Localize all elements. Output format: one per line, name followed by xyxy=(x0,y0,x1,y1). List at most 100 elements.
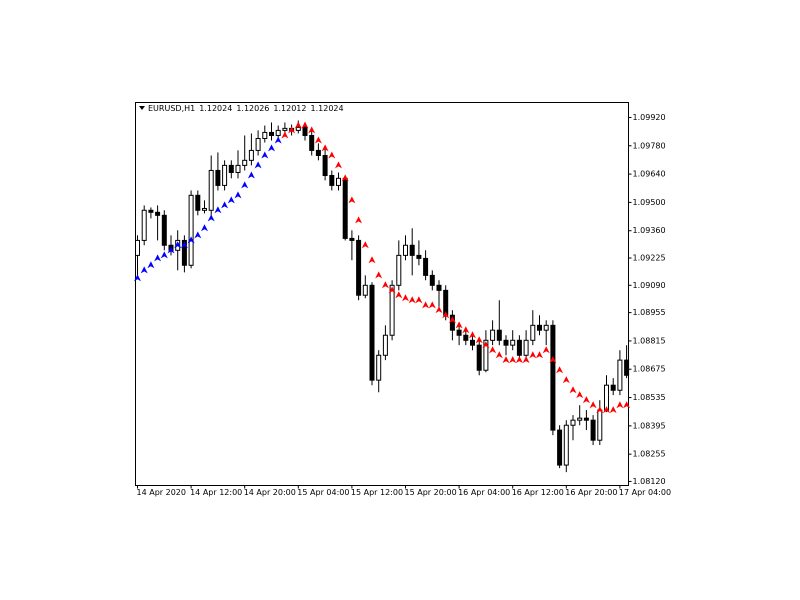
header-value: 1.12024 xyxy=(199,104,232,113)
y-tick-label: 1.08815 xyxy=(633,336,666,345)
candle-body xyxy=(583,417,589,421)
y-tick-label: 1.09225 xyxy=(633,254,666,263)
y-tick-label: 1.08255 xyxy=(633,450,666,459)
sar-point xyxy=(281,131,289,139)
candle-body xyxy=(624,359,630,376)
sar-point xyxy=(261,151,269,159)
candle-body xyxy=(537,324,542,331)
candle-body xyxy=(483,339,489,371)
x-tick-label: 15 Apr 12:00 xyxy=(351,488,403,497)
candle-body xyxy=(577,417,583,421)
candle-body xyxy=(269,131,274,136)
candle-body xyxy=(242,159,248,166)
x-tick-label: 15 Apr 20:00 xyxy=(405,488,457,497)
x-tick-label: 14 Apr 2020 xyxy=(137,488,186,497)
x-tick-label: 16 Apr 20:00 xyxy=(565,488,617,497)
candle-body xyxy=(302,126,308,136)
sar-point xyxy=(234,191,242,199)
sar-point xyxy=(187,236,195,244)
candle-body xyxy=(161,214,167,246)
sar-point xyxy=(515,356,523,364)
y-tick-label: 1.08535 xyxy=(633,393,666,402)
candle-body xyxy=(463,334,469,341)
candle-body xyxy=(530,324,536,341)
candle-body xyxy=(329,175,335,186)
sar-point xyxy=(623,401,631,409)
sar-point xyxy=(415,296,423,304)
candle-body xyxy=(228,164,234,173)
sar-point xyxy=(207,214,215,222)
candle-body xyxy=(510,339,516,346)
sar-point xyxy=(549,356,557,364)
header-value: 1.12012 xyxy=(273,104,306,113)
candle-body xyxy=(617,359,623,391)
y-tick-label: 1.08675 xyxy=(633,365,666,374)
sar-point xyxy=(469,331,476,339)
sar-point xyxy=(134,274,141,282)
candle-body xyxy=(470,339,475,346)
candle-body xyxy=(215,169,221,186)
sar-point xyxy=(509,356,517,364)
sar-point xyxy=(422,301,430,309)
sar-point xyxy=(301,121,309,129)
candle-body xyxy=(155,211,161,216)
candle-body xyxy=(181,239,187,266)
candle-body xyxy=(208,169,214,211)
y-tick-label: 1.09920 xyxy=(633,113,666,122)
candle-body xyxy=(195,194,201,211)
sar-point xyxy=(314,136,322,144)
x-tick-label: 17 Apr 04:00 xyxy=(619,488,671,497)
sar-point xyxy=(321,144,329,152)
x-tick-label: 15 Apr 04:00 xyxy=(297,488,349,497)
candle-body xyxy=(597,409,603,441)
header-value: 1.12024 xyxy=(311,104,344,113)
sar-point xyxy=(140,266,148,274)
sar-point xyxy=(596,406,604,414)
sar-point xyxy=(455,321,463,329)
sar-point xyxy=(569,386,577,394)
sar-point xyxy=(154,254,162,262)
candle-body xyxy=(336,177,341,186)
candle-body xyxy=(423,257,429,276)
candle-body xyxy=(148,209,154,213)
sar-point xyxy=(214,206,222,214)
sar-point xyxy=(247,171,255,179)
sar-point xyxy=(341,174,349,182)
y-tick-label: 1.09780 xyxy=(633,141,666,150)
sar-point xyxy=(361,241,369,249)
sar-point xyxy=(268,144,275,152)
candle-body xyxy=(315,149,321,156)
sar-point xyxy=(241,181,249,189)
sar-point xyxy=(174,241,182,249)
candle-body xyxy=(202,207,207,211)
candle-body xyxy=(282,127,288,131)
candle-body xyxy=(436,284,442,291)
candle-body xyxy=(262,131,268,139)
candle-body xyxy=(309,134,315,151)
sar-point xyxy=(368,256,376,264)
candle-body xyxy=(135,239,140,256)
sar-point xyxy=(335,161,342,169)
sar-point xyxy=(428,301,436,309)
sar-point xyxy=(254,161,262,169)
y-tick-label: 1.08955 xyxy=(633,308,666,317)
candle-body xyxy=(543,324,549,331)
candle-body xyxy=(255,137,261,151)
candle-body xyxy=(322,154,328,177)
candle-body xyxy=(416,254,422,259)
sar-point xyxy=(160,251,168,259)
candle-body xyxy=(362,284,368,296)
symbol-menu-icon xyxy=(139,106,145,110)
candle-body xyxy=(610,384,616,391)
x-tick-label: 14 Apr 20:00 xyxy=(244,488,296,497)
sar-point xyxy=(201,224,208,232)
candle-body xyxy=(222,164,228,186)
y-tick-label: 1.08120 xyxy=(633,477,666,486)
sar-point xyxy=(381,281,389,289)
candle-body xyxy=(503,339,509,346)
sar-point xyxy=(288,126,296,134)
sar-point xyxy=(462,326,470,334)
candle-body xyxy=(516,339,522,356)
candle-body xyxy=(275,129,281,136)
